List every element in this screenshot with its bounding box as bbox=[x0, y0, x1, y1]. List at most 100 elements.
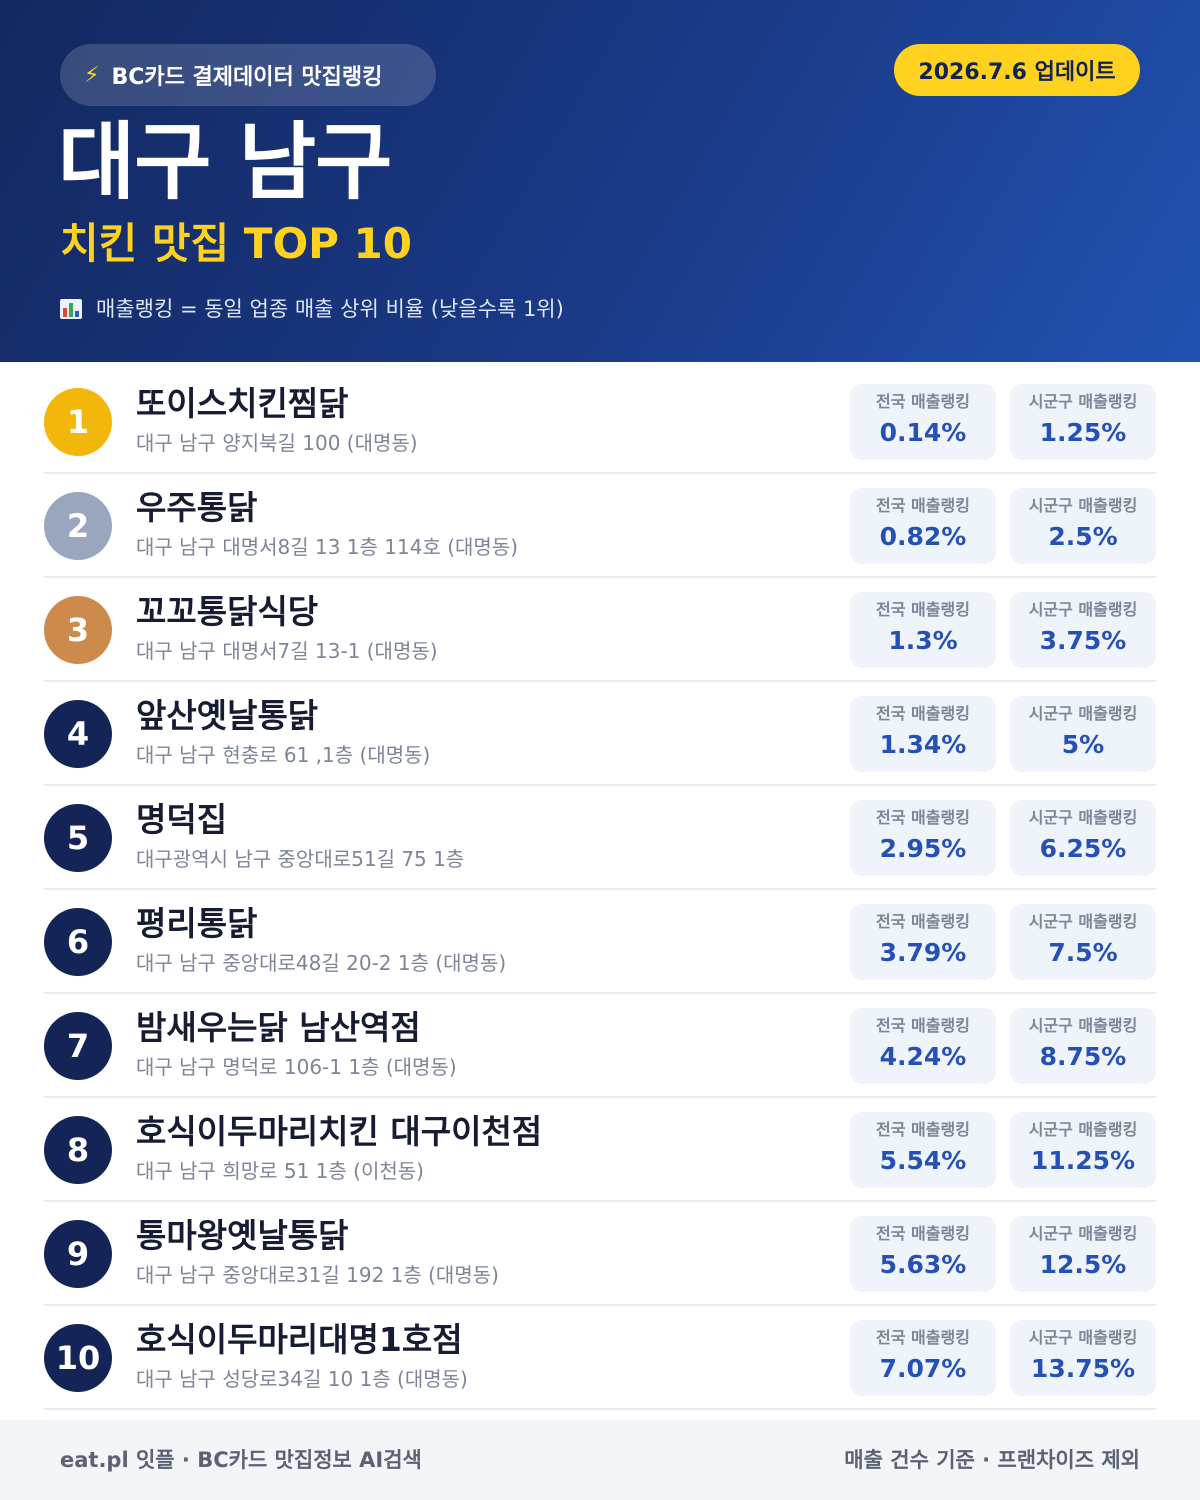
national-ranking-value: 7.07% bbox=[879, 1354, 967, 1383]
local-ranking-box: 시군구 매출랭킹 1.25% bbox=[1010, 384, 1156, 460]
restaurant-list: 1 또이스치킨찜닭 대구 남구 양지북길 100 (대명동) 전국 매출랭킹 0… bbox=[44, 370, 1156, 1410]
local-ranking-value: 7.5% bbox=[1048, 938, 1118, 967]
national-ranking-label: 전국 매출랭킹 bbox=[876, 1120, 970, 1139]
national-ranking-value: 0.82% bbox=[879, 522, 967, 551]
list-item[interactable]: 1 또이스치킨찜닭 대구 남구 양지북길 100 (대명동) 전국 매출랭킹 0… bbox=[44, 370, 1156, 474]
national-ranking-box: 전국 매출랭킹 2.95% bbox=[850, 800, 996, 876]
list-item[interactable]: 2 우주통닭 대구 남구 대명서8길 13 1층 114호 (대명동) 전국 매… bbox=[44, 474, 1156, 578]
restaurant-address: 대구광역시 남구 중앙대로51길 75 1층 bbox=[136, 847, 465, 871]
restaurant-address: 대구 남구 명덕로 106-1 1층 (대명동) bbox=[136, 1055, 457, 1079]
national-ranking-value: 3.79% bbox=[879, 938, 967, 967]
national-ranking-box: 전국 매출랭킹 5.63% bbox=[850, 1216, 996, 1292]
restaurant-address: 대구 남구 대명서7길 13-1 (대명동) bbox=[136, 639, 438, 663]
restaurant-name: 또이스치킨찜닭 bbox=[136, 384, 349, 423]
national-ranking-label: 전국 매출랭킹 bbox=[876, 912, 970, 931]
local-ranking-box: 시군구 매출랭킹 5% bbox=[1010, 696, 1156, 772]
national-ranking-box: 전국 매출랭킹 3.79% bbox=[850, 904, 996, 980]
local-ranking-value: 5% bbox=[1061, 730, 1105, 759]
rank-badge: 8 bbox=[44, 1116, 112, 1184]
national-ranking-value: 1.3% bbox=[888, 626, 958, 655]
restaurant-name: 통마왕옛날통닭 bbox=[136, 1216, 349, 1255]
local-ranking-label: 시군구 매출랭킹 bbox=[1028, 1224, 1138, 1243]
local-ranking-value: 12.5% bbox=[1039, 1250, 1127, 1279]
footer: eat.pl 잇플 · BC카드 맛집정보 AI검색 매출 건수 기준 · 프랜… bbox=[0, 1420, 1200, 1500]
local-ranking-box: 시군구 매출랭킹 2.5% bbox=[1010, 488, 1156, 564]
local-ranking-label: 시군구 매출랭킹 bbox=[1028, 808, 1138, 827]
restaurant-address: 대구 남구 대명서8길 13 1층 114호 (대명동) bbox=[136, 535, 519, 559]
national-ranking-label: 전국 매출랭킹 bbox=[876, 808, 970, 827]
national-ranking-label: 전국 매출랭킹 bbox=[876, 600, 970, 619]
source-pill: ⚡ BC카드 결제데이터 맛집랭킹 bbox=[60, 44, 436, 106]
list-item[interactable]: 5 명덕집 대구광역시 남구 중앙대로51길 75 1층 전국 매출랭킹 2.9… bbox=[44, 786, 1156, 890]
national-ranking-label: 전국 매출랭킹 bbox=[876, 704, 970, 723]
national-ranking-value: 0.14% bbox=[879, 418, 967, 447]
restaurant-name: 우주통닭 bbox=[136, 488, 258, 527]
local-ranking-label: 시군구 매출랭킹 bbox=[1028, 704, 1138, 723]
rank-badge: 5 bbox=[44, 804, 112, 872]
rank-badge: 10 bbox=[44, 1324, 112, 1392]
list-item[interactable]: 4 앞산옛날통닭 대구 남구 현충로 61 ,1층 (대명동) 전국 매출랭킹 … bbox=[44, 682, 1156, 786]
list-item[interactable]: 9 통마왕옛날통닭 대구 남구 중앙대로31길 192 1층 (대명동) 전국 … bbox=[44, 1202, 1156, 1306]
local-ranking-value: 3.75% bbox=[1039, 626, 1127, 655]
restaurant-address: 대구 남구 성당로34길 10 1층 (대명동) bbox=[136, 1367, 468, 1391]
restaurant-address: 대구 남구 희망로 51 1층 (이천동) bbox=[136, 1159, 424, 1183]
region-title: 대구 남구 bbox=[58, 113, 392, 211]
list-item[interactable]: 6 평리통닭 대구 남구 중앙대로48길 20-2 1층 (대명동) 전국 매출… bbox=[44, 890, 1156, 994]
local-ranking-label: 시군구 매출랭킹 bbox=[1028, 392, 1138, 411]
rank-badge: 2 bbox=[44, 492, 112, 560]
local-ranking-value: 11.25% bbox=[1030, 1146, 1136, 1175]
national-ranking-label: 전국 매출랭킹 bbox=[876, 1016, 970, 1035]
restaurant-name: 명덕집 bbox=[136, 800, 228, 839]
local-ranking-value: 2.5% bbox=[1048, 522, 1118, 551]
footer-source: eat.pl 잇플 · BC카드 맛집정보 AI검색 bbox=[60, 1448, 422, 1472]
source-label: BC카드 결제데이터 맛집랭킹 bbox=[111, 65, 383, 90]
national-ranking-value: 1.34% bbox=[879, 730, 967, 759]
national-ranking-value: 5.54% bbox=[879, 1146, 967, 1175]
local-ranking-box: 시군구 매출랭킹 11.25% bbox=[1010, 1112, 1156, 1188]
restaurant-name: 평리통닭 bbox=[136, 904, 258, 943]
rank-badge: 1 bbox=[44, 388, 112, 456]
national-ranking-value: 5.63% bbox=[879, 1250, 967, 1279]
restaurant-name: 호식이두마리대명1호점 bbox=[136, 1320, 463, 1359]
national-ranking-box: 전국 매출랭킹 1.34% bbox=[850, 696, 996, 772]
national-ranking-label: 전국 매출랭킹 bbox=[876, 1328, 970, 1347]
local-ranking-value: 8.75% bbox=[1039, 1042, 1127, 1071]
rank-badge: 9 bbox=[44, 1220, 112, 1288]
rank-badge: 3 bbox=[44, 596, 112, 664]
rank-badge: 4 bbox=[44, 700, 112, 768]
local-ranking-box: 시군구 매출랭킹 3.75% bbox=[1010, 592, 1156, 668]
rank-badge: 6 bbox=[44, 908, 112, 976]
national-ranking-value: 4.24% bbox=[879, 1042, 967, 1071]
local-ranking-value: 13.75% bbox=[1030, 1354, 1136, 1383]
bar-chart-icon bbox=[60, 299, 82, 319]
footer-criteria: 매출 건수 기준 · 프랜차이즈 제외 bbox=[844, 1448, 1140, 1472]
local-ranking-value: 6.25% bbox=[1039, 834, 1127, 863]
local-ranking-label: 시군구 매출랭킹 bbox=[1028, 496, 1138, 515]
local-ranking-label: 시군구 매출랭킹 bbox=[1028, 912, 1138, 931]
national-ranking-label: 전국 매출랭킹 bbox=[876, 1224, 970, 1243]
local-ranking-box: 시군구 매출랭킹 6.25% bbox=[1010, 800, 1156, 876]
restaurant-name: 앞산옛날통닭 bbox=[136, 696, 319, 735]
list-item[interactable]: 8 호식이두마리치킨 대구이천점 대구 남구 희망로 51 1층 (이천동) 전… bbox=[44, 1098, 1156, 1202]
ranking-note: 매출랭킹 = 동일 업종 매출 상위 비율 (낮을수록 1위) bbox=[60, 293, 564, 325]
restaurant-address: 대구 남구 현충로 61 ,1층 (대명동) bbox=[136, 743, 431, 767]
local-ranking-box: 시군구 매출랭킹 13.75% bbox=[1010, 1320, 1156, 1396]
national-ranking-box: 전국 매출랭킹 5.54% bbox=[850, 1112, 996, 1188]
national-ranking-box: 전국 매출랭킹 1.3% bbox=[850, 592, 996, 668]
list-item[interactable]: 10 호식이두마리대명1호점 대구 남구 성당로34길 10 1층 (대명동) … bbox=[44, 1306, 1156, 1410]
restaurant-address: 대구 남구 중앙대로48길 20-2 1층 (대명동) bbox=[136, 951, 507, 975]
local-ranking-box: 시군구 매출랭킹 7.5% bbox=[1010, 904, 1156, 980]
list-item[interactable]: 7 밤새우는닭 남산역점 대구 남구 명덕로 106-1 1층 (대명동) 전국… bbox=[44, 994, 1156, 1098]
national-ranking-label: 전국 매출랭킹 bbox=[876, 392, 970, 411]
list-item[interactable]: 3 꼬꼬통닭식당 대구 남구 대명서7길 13-1 (대명동) 전국 매출랭킹 … bbox=[44, 578, 1156, 682]
ranking-note-text: 매출랭킹 = 동일 업종 매출 상위 비율 (낮을수록 1위) bbox=[96, 297, 564, 321]
national-ranking-box: 전국 매출랭킹 4.24% bbox=[850, 1008, 996, 1084]
local-ranking-box: 시군구 매출랭킹 8.75% bbox=[1010, 1008, 1156, 1084]
header-banner: ⚡ BC카드 결제데이터 맛집랭킹 2026.7.6 업데이트 대구 남구 치킨… bbox=[0, 0, 1200, 362]
restaurant-name: 호식이두마리치킨 대구이천점 bbox=[136, 1112, 543, 1151]
restaurant-name: 밤새우는닭 남산역점 bbox=[136, 1008, 421, 1047]
local-ranking-value: 1.25% bbox=[1039, 418, 1127, 447]
restaurant-address: 대구 남구 중앙대로31길 192 1층 (대명동) bbox=[136, 1263, 499, 1287]
update-date-badge: 2026.7.6 업데이트 bbox=[894, 44, 1140, 96]
local-ranking-label: 시군구 매출랭킹 bbox=[1028, 1016, 1138, 1035]
